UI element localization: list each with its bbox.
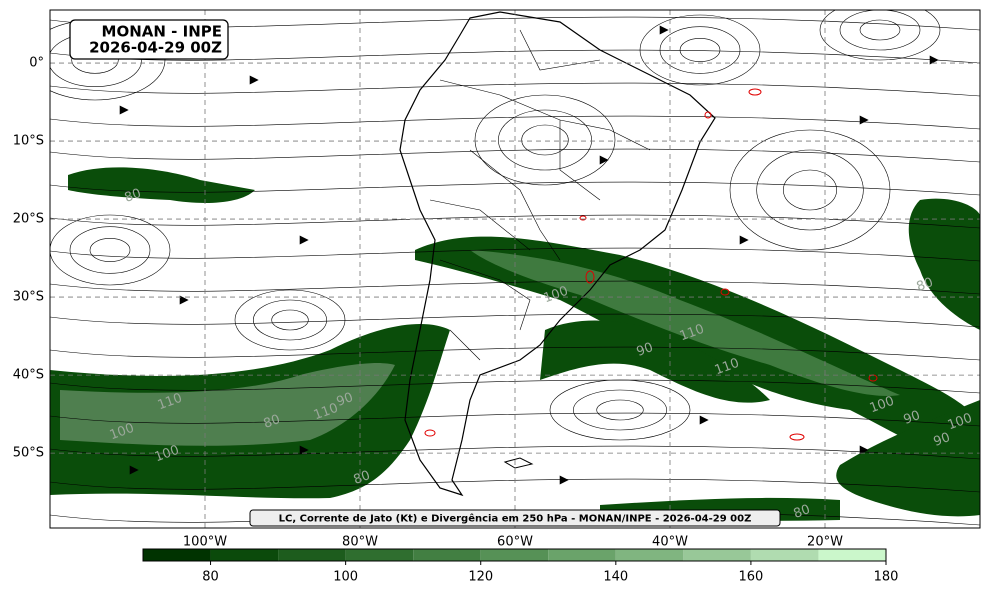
jet-stream xyxy=(836,400,980,517)
streamline xyxy=(50,82,980,97)
streamline xyxy=(50,346,980,361)
falklands xyxy=(503,457,534,469)
caption-box xyxy=(249,509,781,527)
colorbar-segment xyxy=(615,549,684,561)
streamline-arrow xyxy=(859,445,869,455)
streamline xyxy=(50,412,980,427)
title-box xyxy=(69,19,229,60)
colorbar-frame xyxy=(142,548,887,562)
y-tick-label: 40°S xyxy=(13,368,44,383)
streamline xyxy=(89,238,131,262)
x-tick-label: 60°W xyxy=(497,535,533,550)
streamline xyxy=(783,169,837,211)
streamline xyxy=(50,445,980,460)
y-tick-label: 0° xyxy=(29,56,44,71)
axes: 100°W 80°W 60°W 40°W 20°W 0° 10°S 20°S 30°S 40°S 5… xyxy=(13,56,843,550)
streamline xyxy=(50,214,171,286)
streamline xyxy=(498,109,592,171)
colorbar-segment xyxy=(818,549,886,561)
colorbar-segment xyxy=(750,549,819,561)
contour-label: 80 xyxy=(792,502,813,522)
contour-label: 80 xyxy=(352,468,373,488)
colorbar-segment xyxy=(143,549,211,561)
streamline xyxy=(50,280,980,295)
jet-stream-core xyxy=(470,250,900,396)
streamline xyxy=(234,289,346,351)
y-tick-label: 50°S xyxy=(13,446,44,461)
streamline xyxy=(50,313,980,328)
jet-stream xyxy=(68,167,255,203)
divergence-contours xyxy=(424,88,878,441)
contour-label: 90 xyxy=(932,430,953,450)
streamline xyxy=(474,94,616,186)
colorbar-segment xyxy=(278,549,346,561)
colorbar: 80 100 120 140 160 180 xyxy=(143,549,898,585)
streamline-arrow xyxy=(659,25,669,35)
streamline xyxy=(50,115,980,130)
streamline-arrow xyxy=(119,105,129,115)
contour-label: 80 xyxy=(262,412,283,432)
colorbar-segment xyxy=(210,549,279,561)
streamline-arrow xyxy=(299,235,309,245)
colorbar-tick-label: 160 xyxy=(738,570,763,585)
streamline xyxy=(50,478,980,493)
streamline xyxy=(521,124,569,156)
streamline xyxy=(679,38,721,62)
streamline xyxy=(50,247,980,262)
colorbar-segment xyxy=(548,549,616,561)
streamline-arrow xyxy=(739,235,749,245)
streamline xyxy=(596,399,644,421)
colorbar-segment xyxy=(413,549,481,561)
streamline-arrow xyxy=(859,115,869,125)
streamline-arrow xyxy=(599,155,609,165)
streamline xyxy=(271,309,309,331)
map-frame xyxy=(49,9,981,529)
streamline-arrow xyxy=(129,465,139,475)
colorbar-tick-label: 180 xyxy=(874,570,899,585)
streamline-arrow xyxy=(559,475,569,485)
streamline-arrow xyxy=(699,415,709,425)
contour-label: 80 xyxy=(123,186,144,206)
streamline xyxy=(819,10,941,61)
title: MONAN - INPE xyxy=(102,23,222,41)
streamline xyxy=(756,149,864,231)
streamline xyxy=(573,389,667,431)
colorbar-tick-label: 80 xyxy=(202,570,219,585)
streamline xyxy=(859,19,901,41)
x-tick-label: 20°W xyxy=(807,535,843,550)
streamline xyxy=(253,299,327,341)
caption: LC, Corrente de Jato (Kt) e Divergência … xyxy=(279,513,752,525)
y-tick-label: 10°S xyxy=(13,134,44,149)
colorbar-tick-label: 140 xyxy=(603,570,628,585)
streamline xyxy=(729,129,891,251)
streamline xyxy=(69,226,151,274)
streamline-arrow xyxy=(929,55,939,65)
x-tick-label: 80°W xyxy=(342,535,378,550)
datetime: 2026-04-29 00Z xyxy=(89,39,222,57)
y-tick-label: 20°S xyxy=(13,212,44,227)
streamline-arrow xyxy=(179,295,189,305)
contour-label: 90 xyxy=(635,340,656,360)
streamline xyxy=(50,379,980,394)
colorbar-segment xyxy=(683,549,751,561)
jet-stream xyxy=(540,320,770,403)
streamline xyxy=(50,181,980,196)
jet-stream-core xyxy=(60,363,395,446)
contour-label: 90 xyxy=(902,408,923,428)
streamline xyxy=(50,148,980,163)
contour-label: 80 xyxy=(915,275,936,295)
x-tick-label: 40°W xyxy=(652,535,688,550)
colorbar-segment xyxy=(480,549,549,561)
contour-label: 90 xyxy=(335,390,356,410)
grid xyxy=(50,10,980,528)
colorbar-tick-label: 120 xyxy=(468,570,493,585)
x-tick-label: 100°W xyxy=(183,535,227,550)
colorbar-segment xyxy=(345,549,414,561)
streamline xyxy=(839,10,921,51)
streamline-arrow xyxy=(299,445,309,455)
colorbar-tick-label: 100 xyxy=(333,570,358,585)
streamline-arrow xyxy=(249,75,259,85)
y-tick-label: 30°S xyxy=(13,290,44,305)
